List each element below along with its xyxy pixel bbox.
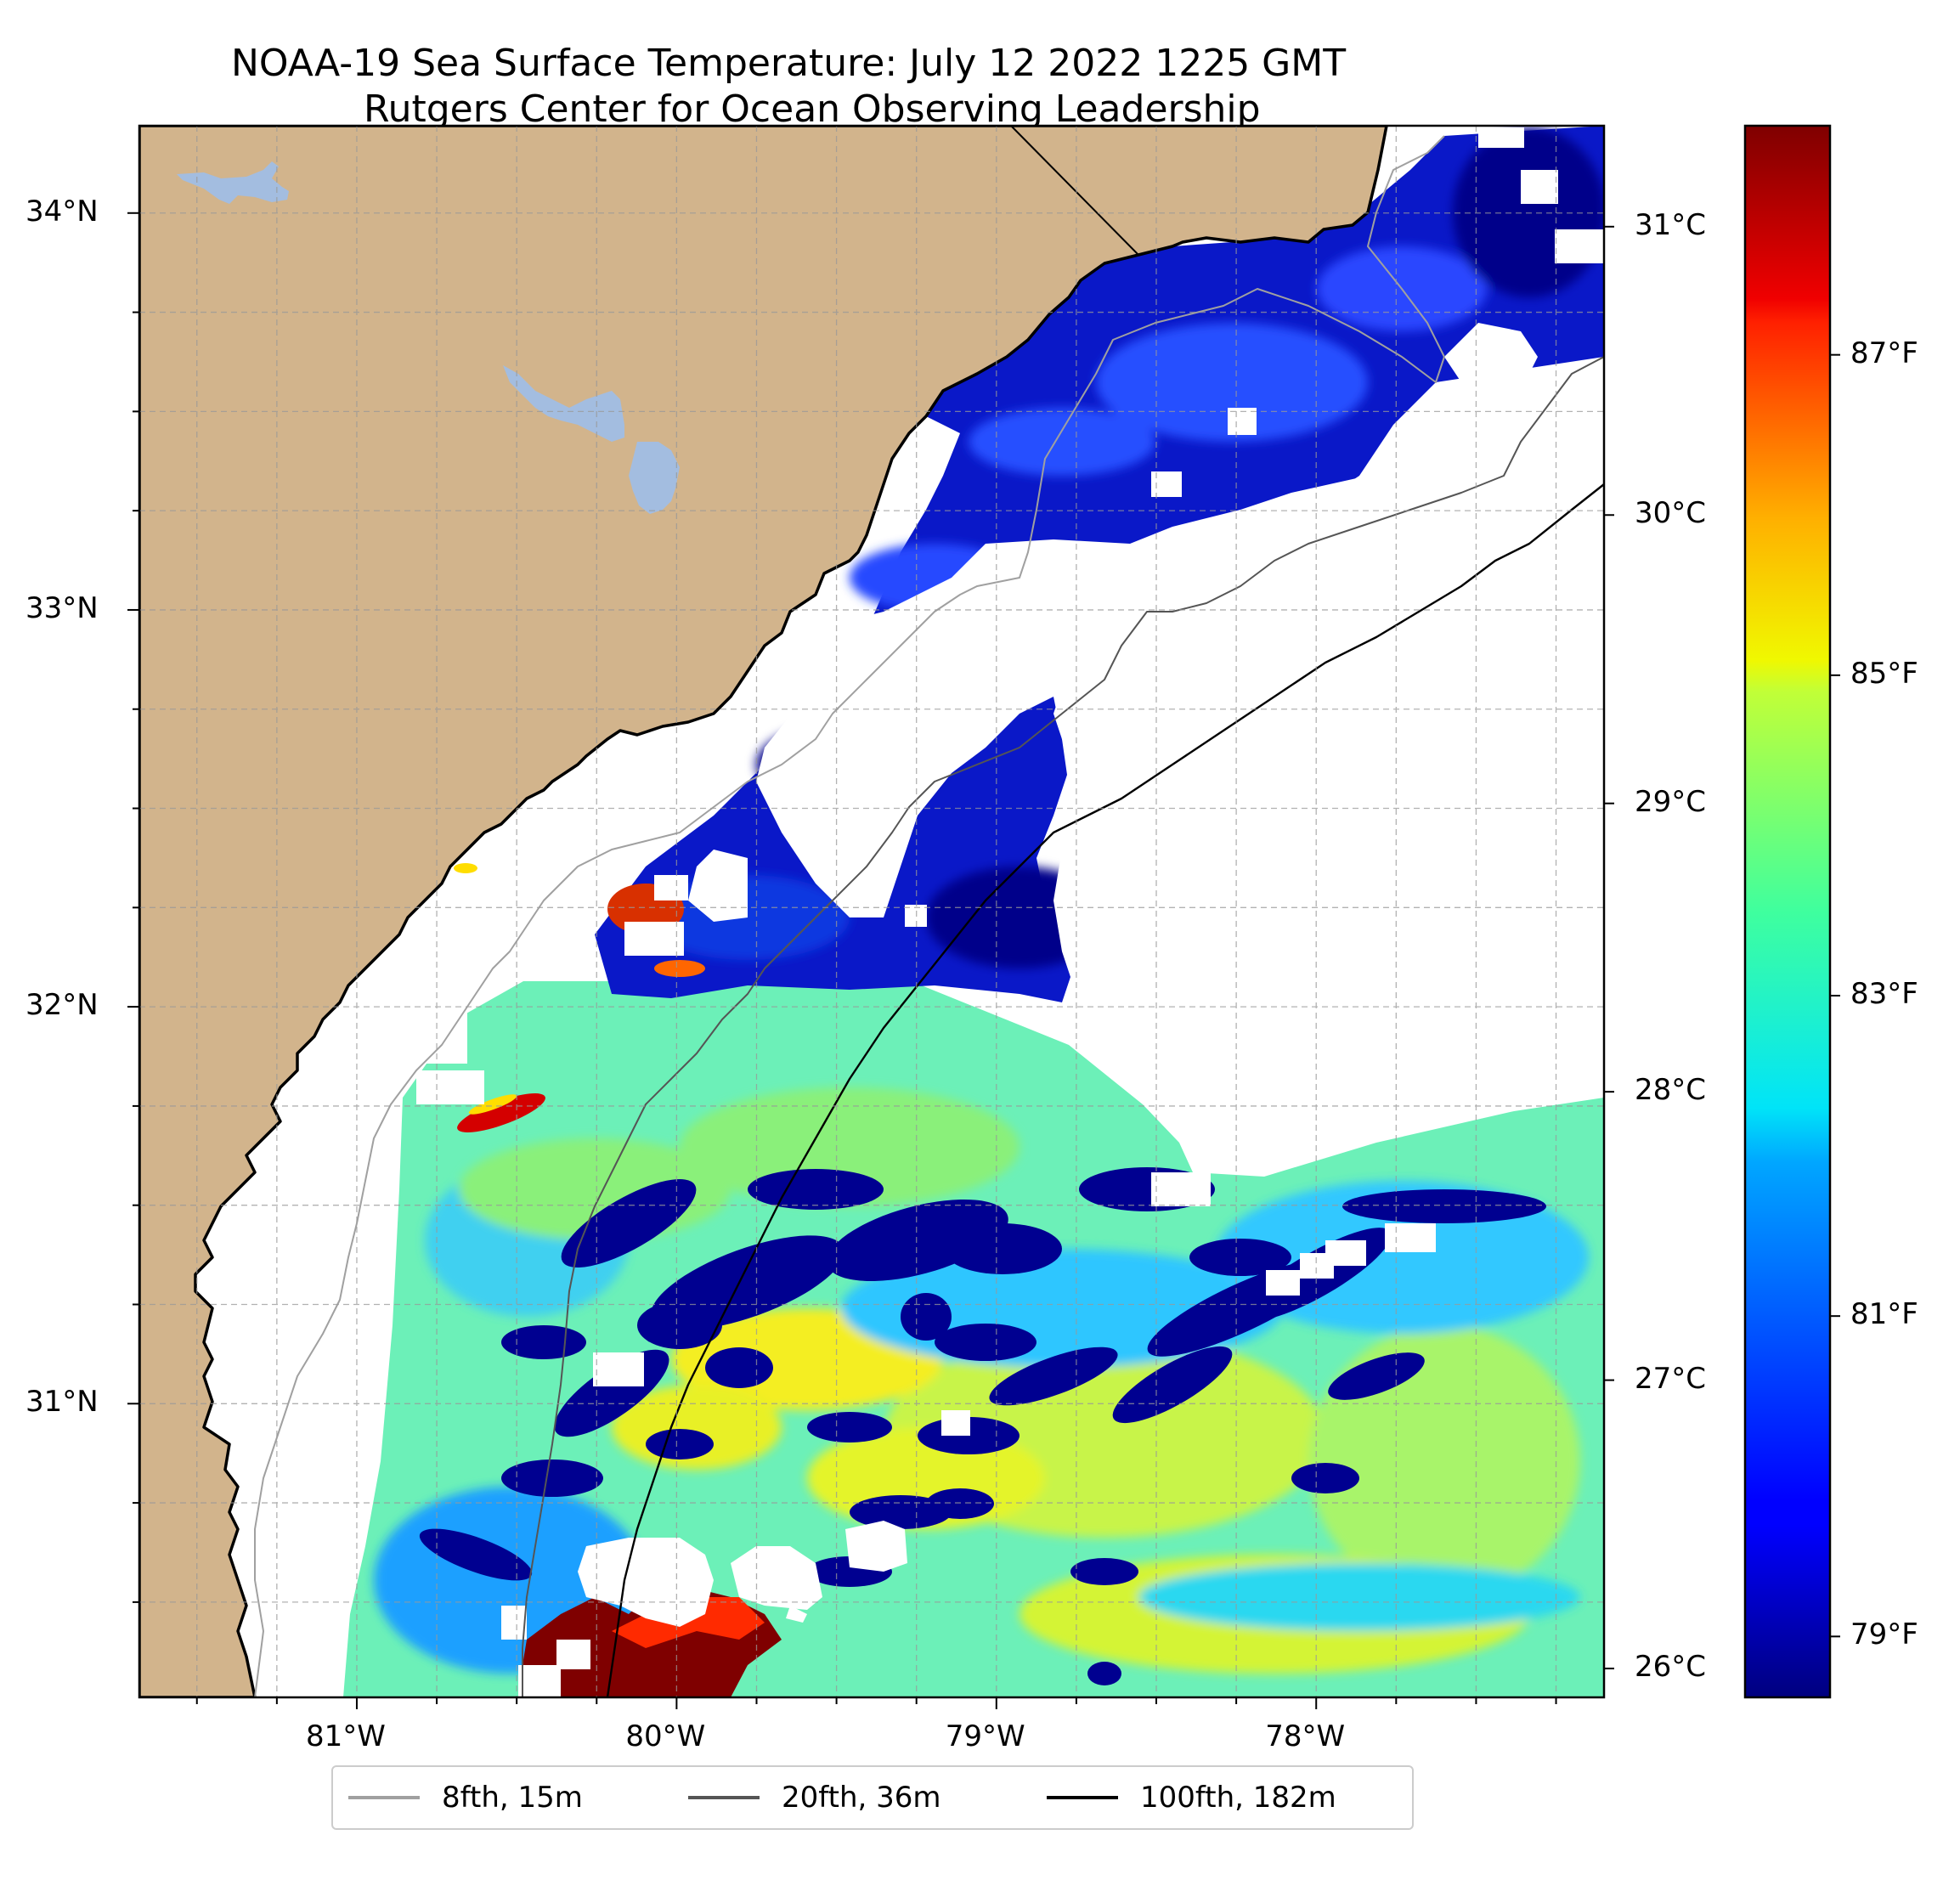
legend-item-100fth: 100fth, 182m bbox=[1047, 1767, 1336, 1828]
legend-label: 20fth, 36m bbox=[782, 1781, 941, 1815]
lon-label: 80°W bbox=[625, 1719, 706, 1753]
lat-label: 32°N bbox=[25, 988, 99, 1023]
state-border bbox=[1010, 125, 1139, 256]
legend-label: 100fth, 182m bbox=[1140, 1781, 1336, 1815]
legend-swatch bbox=[348, 1796, 420, 1799]
lat-label: 31°N bbox=[25, 1385, 99, 1420]
colorbar bbox=[1743, 124, 1832, 1699]
gridlines bbox=[139, 126, 1604, 1697]
contour-20fth bbox=[522, 356, 1605, 1697]
map-area bbox=[139, 126, 1604, 1697]
celsius-tick-label: 27°C bbox=[1635, 1361, 1707, 1396]
lat-label: 33°N bbox=[25, 590, 99, 625]
legend-swatch bbox=[1047, 1796, 1118, 1799]
celsius-tick-label: 31°C bbox=[1635, 207, 1707, 242]
lakes bbox=[177, 161, 680, 514]
depth-legend: 8fth, 15m 20fth, 36m 100fth, 182m bbox=[331, 1765, 1414, 1830]
celsius-tick-label: 30°C bbox=[1635, 496, 1707, 531]
fahrenheit-tick-label: 85°F bbox=[1850, 656, 1918, 691]
map-subtitle: Rutgers Center for Ocean Observing Leade… bbox=[364, 88, 1261, 131]
legend-swatch bbox=[688, 1796, 760, 1799]
lon-label: 79°W bbox=[945, 1719, 1025, 1753]
celsius-tick-label: 28°C bbox=[1635, 1073, 1707, 1108]
lon-label: 81°W bbox=[305, 1719, 386, 1753]
map-ticks bbox=[127, 212, 1557, 1709]
celsius-tick-label: 29°C bbox=[1635, 784, 1707, 819]
map-title: NOAA-19 Sea Surface Temperature: July 12… bbox=[231, 42, 1347, 85]
legend-label: 8fth, 15m bbox=[442, 1781, 583, 1815]
legend-item-20fth: 20fth, 36m bbox=[688, 1767, 941, 1828]
cloud-masks bbox=[399, 127, 1604, 1697]
land bbox=[139, 126, 1388, 1697]
depth-contours bbox=[254, 135, 1605, 1698]
lon-label: 78°W bbox=[1265, 1719, 1346, 1753]
warm-patches bbox=[454, 863, 782, 1697]
lat-label: 34°N bbox=[25, 194, 99, 229]
map-frame bbox=[138, 124, 1606, 1699]
contour-100fth bbox=[606, 483, 1605, 1698]
fahrenheit-tick-label: 83°F bbox=[1850, 977, 1918, 1011]
contour-8fth bbox=[254, 135, 1445, 1698]
legend-item-8fth: 8fth, 15m bbox=[348, 1767, 583, 1828]
fahrenheit-tick-label: 87°F bbox=[1850, 336, 1918, 370]
celsius-tick-label: 26°C bbox=[1635, 1650, 1707, 1685]
fahrenheit-tick-label: 81°F bbox=[1850, 1297, 1918, 1332]
fahrenheit-tick-label: 79°F bbox=[1850, 1617, 1918, 1652]
colorbar-ticks bbox=[1604, 225, 1840, 1670]
